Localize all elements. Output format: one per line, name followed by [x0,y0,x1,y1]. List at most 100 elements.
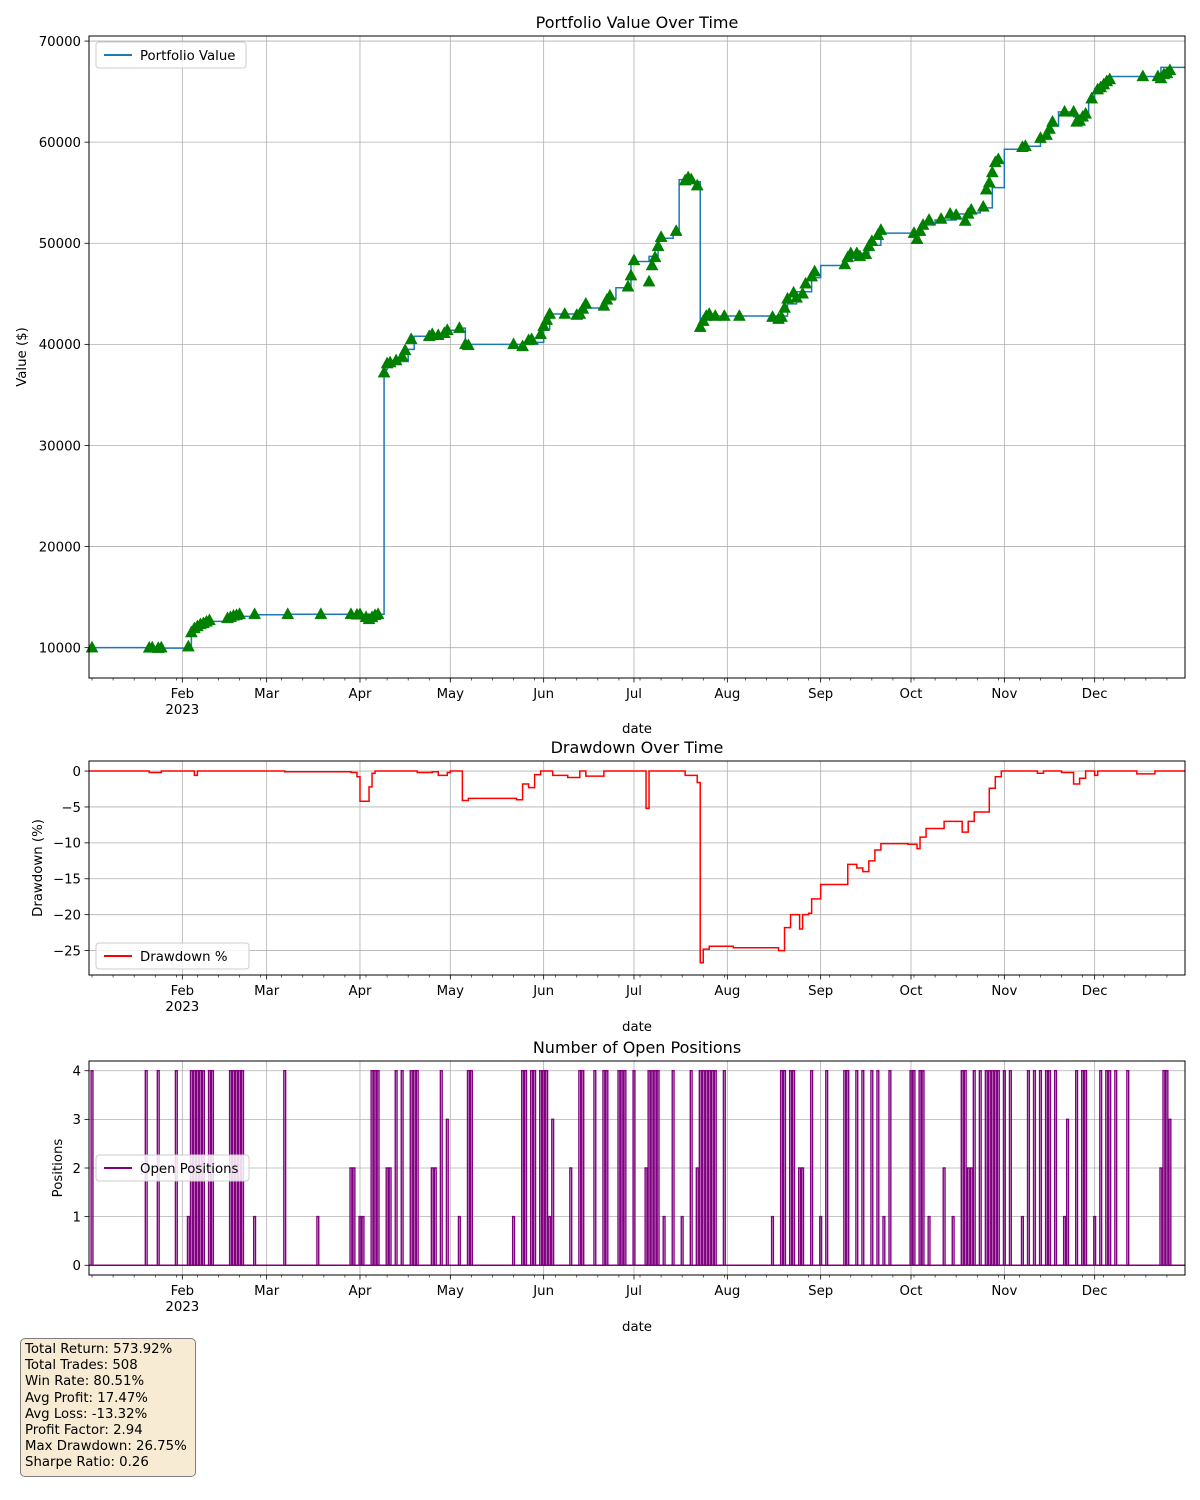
drawdown-x-tick-label: Jun [532,984,554,999]
drawdown-chart-title: Drawdown Over Time [551,738,724,757]
positions-spike [870,1070,874,1266]
positions-x-tick-label: May [437,1284,465,1299]
positions-spike [400,1070,404,1266]
drawdown-x-year-label: 2023 [165,1000,199,1015]
portfolio-trade-marker [398,343,412,356]
positions-y-axis-label: Positions [51,1139,66,1198]
positions-spike [825,1070,829,1266]
positions-y-tick-label: 2 [73,1162,81,1177]
positions-spike [1093,1215,1097,1266]
portfolio-trade-marker [597,298,611,311]
positions-x-tick-label: Jul [625,1284,642,1299]
positions-spike [623,1070,627,1266]
positions-spike [791,1070,796,1266]
positions-spike [1026,1070,1031,1266]
drawdown-x-axis-label: date [622,1020,652,1035]
drawdown-legend-box [95,942,250,970]
positions-spike [689,1070,693,1266]
stat-win-rate: Win Rate: 80.51% [25,1374,145,1390]
positions-spike [551,1118,555,1266]
drawdown-axes-frame [88,760,1186,976]
portfolio-x-tick-label: Jul [625,687,642,702]
portfolio-trade-marker [913,224,927,236]
drawdown-x-tick-label: Nov [991,984,1017,999]
positions-spike [569,1167,573,1266]
positions-spike [548,1215,552,1266]
positions-x-tick-label: Dec [1082,1284,1108,1299]
stat-profit-factor: Profit Factor: 2.94 [25,1423,143,1439]
positions-spike [545,1070,549,1266]
portfolio-trade-marker [982,175,996,188]
stat-sharpe-ratio: Sharpe Ratio: 0.26 [25,1455,149,1471]
portfolio-x-tick-label: Aug [714,687,740,702]
drawdown-y-tick-label: −5 [61,801,81,816]
portfolio-legend: Portfolio Value [95,41,247,69]
positions-spike [978,1070,982,1266]
positions-spike [412,1070,416,1266]
portfolio-trade-marker [732,309,746,321]
portfolio-trade-marker [976,199,990,212]
portfolio-trade-marker [314,607,328,620]
positions-spike [819,1215,823,1266]
positions-spike [511,1215,516,1266]
positions-spike [620,1070,624,1266]
portfolio-trade-marker [371,607,385,620]
positions-spike [909,1070,913,1266]
positions-spike [617,1070,621,1266]
drawdown-y-tick-label: −10 [53,837,81,852]
drawdown-legend: Drawdown % [95,942,250,970]
positions-y-tick-label: 3 [73,1113,81,1128]
portfolio-trade-marker [377,365,391,378]
positions-spike [921,1070,925,1266]
positions-spike [533,1070,537,1266]
portfolio-trade-marker [579,296,593,309]
positions-legend-box [95,1154,250,1182]
positions-spike [996,1070,1000,1266]
portfolio-trade-marker [865,234,879,246]
positions-spike [394,1070,398,1266]
drawdown-x-tick-label: Dec [1082,984,1108,999]
positions-spike [698,1070,702,1266]
positions-spike [1159,1167,1163,1266]
portfolio-trade-marker [648,250,662,263]
portfolio-y-tick-label: 60000 [39,136,81,151]
positions-spike [1108,1070,1112,1266]
portfolio-x-year-label: 2023 [165,703,199,718]
positions-spike [1053,1070,1058,1266]
positions-spike [1162,1070,1166,1266]
positions-spike [993,1070,997,1266]
positions-spike [662,1215,666,1266]
portfolio-trade-marker [1136,69,1150,82]
portfolio-trade-marker [1079,106,1093,119]
positions-spike [352,1167,356,1266]
positions-spike [972,1070,976,1266]
positions-spike [469,1070,473,1266]
portfolio-trade-marker [627,253,641,266]
portfolio-trade-marker [203,613,216,626]
positions-spike [653,1070,657,1266]
positions-spike [602,1070,606,1266]
positions-spike [445,1118,449,1266]
portfolio-x-tick-label: Jun [532,687,554,702]
portfolio-trade-marker [1085,91,1099,104]
positions-spike [918,1070,922,1266]
portfolio-trade-marker [669,224,683,236]
positions-spike [782,1070,787,1266]
portfolio-y-tick-label: 20000 [39,540,81,555]
portfolio-trade-marker [979,182,993,195]
portfolio-trade-marker [1103,72,1117,85]
positions-x-year-label: 2023 [165,1300,199,1315]
portfolio-trade-marker [1067,104,1081,117]
positions-spike [457,1215,461,1266]
positions-spike [942,1167,946,1266]
portfolio-trade-marker [1046,114,1059,127]
positions-spike [1044,1070,1049,1266]
drawdown-y-tick-label: −25 [53,944,81,959]
positions-x-tick-label: Aug [714,1284,740,1299]
portfolio-trade-marker [690,178,704,191]
portfolio-x-tick-label: Dec [1082,687,1108,702]
positions-spike [1047,1070,1052,1266]
positions-x-tick-label: Mar [254,1284,280,1299]
positions-spike [710,1070,714,1266]
portfolio-trade-marker [404,332,418,345]
